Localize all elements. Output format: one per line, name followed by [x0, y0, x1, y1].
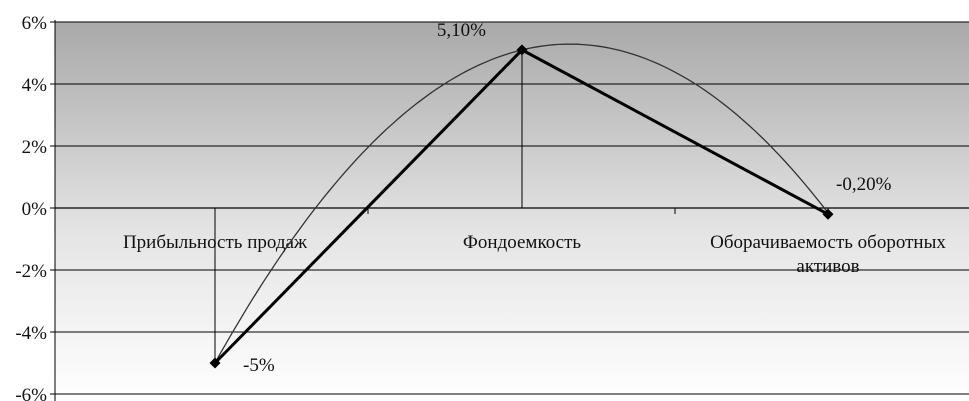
category-label-2: Оборачиваемость оборотных	[710, 232, 946, 253]
y-tick-label-3: 0%	[22, 199, 48, 220]
data-label-0: -5%	[243, 355, 275, 376]
category-label-1: Фондоемкость	[463, 232, 582, 253]
y-tick-label-1: 4%	[22, 75, 48, 96]
marker-1	[516, 44, 528, 56]
markers	[209, 44, 834, 369]
marker-0	[209, 357, 221, 369]
category-labels: Прибыльность продаж Фондоемкость Оборачива…	[123, 232, 946, 277]
category-label-2-line-1: активов	[796, 256, 859, 277]
y-tick-label-4: -2%	[15, 261, 47, 282]
y-tick-labels: 6% 4% 2% 0% -2% -4% -6%	[15, 13, 47, 401]
y-tick-label-6: -6%	[15, 385, 47, 401]
data-label-1: 5,10%	[437, 20, 486, 41]
plot-area	[55, 22, 969, 401]
y-tick-label-0: 6%	[22, 13, 48, 34]
y-tick-label-5: -4%	[15, 323, 47, 344]
gridlines	[55, 21, 969, 395]
data-label-2: -0,20%	[836, 174, 892, 195]
y-tick-label-2: 2%	[22, 137, 48, 158]
data-labels: -5% 5,10% -0,20%	[243, 20, 892, 376]
marker-2	[822, 208, 834, 220]
